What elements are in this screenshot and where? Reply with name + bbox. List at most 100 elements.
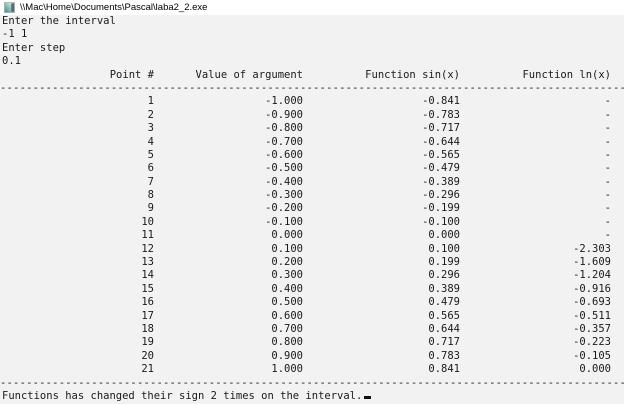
cell-sin-value: -0.479 — [422, 162, 460, 175]
console-output[interactable]: Enter the interval -1 1 Enter step 0.1 P… — [0, 15, 624, 404]
cell-point-number: 14 — [141, 269, 154, 282]
cell-ln-value: - — [604, 122, 611, 135]
cell-point-number: 5 — [147, 148, 154, 161]
cell-sin-value: 0.389 — [428, 282, 460, 295]
cell-argument-value: -0.600 — [265, 148, 303, 161]
cell-sin-value: -0.783 — [422, 108, 460, 121]
table-header-row: Point # Value of argument Function sin(x… — [0, 69, 624, 82]
cell-point-number: 1 — [147, 95, 154, 108]
cell-argument-value: -1.000 — [265, 95, 303, 108]
table-row: 7 -0.400 -0.389 - — [0, 176, 624, 189]
cell-argument-value: -0.500 — [265, 162, 303, 175]
cell-argument-value: -0.900 — [265, 108, 303, 121]
result-message: Functions has changed their sign 2 times… — [2, 389, 363, 402]
cell-sin-value: -0.841 — [422, 95, 460, 108]
cell-point-number: 4 — [147, 135, 154, 148]
table-row: 3 -0.800 -0.717 - — [0, 122, 624, 135]
cell-point-number: 19 — [141, 336, 154, 349]
cell-sin-value: 0.100 — [428, 242, 460, 255]
table-row: 18 0.700 0.644 -0.357 — [0, 323, 624, 336]
cell-argument-value: 0.100 — [271, 242, 303, 255]
cell-argument-value: 0.800 — [271, 336, 303, 349]
cell-sin-value: 0.783 — [428, 349, 460, 362]
cell-argument-value: -0.100 — [265, 215, 303, 228]
console-app-icon[interactable] — [4, 2, 15, 13]
cell-ln-value: - — [604, 175, 611, 188]
col-header-function-sin: Function sin(x) — [365, 68, 460, 81]
table-row: 21 1.000 0.841 0.000 — [0, 363, 624, 376]
cell-sin-value: 0.479 — [428, 296, 460, 309]
cell-sin-value: -0.100 — [422, 215, 460, 228]
cell-ln-value: 0.000 — [579, 363, 611, 376]
cell-ln-value: - — [604, 162, 611, 175]
cell-ln-value: - — [604, 215, 611, 228]
cell-point-number: 8 — [147, 189, 154, 202]
console-line-prompt-step: Enter step — [2, 41, 66, 54]
text-cursor — [364, 395, 372, 399]
cell-argument-value: -0.300 — [265, 189, 303, 202]
cell-ln-value: -1.609 — [573, 256, 611, 269]
cell-ln-value: -0.105 — [573, 349, 611, 362]
cell-argument-value: -0.700 — [265, 135, 303, 148]
table-row: 14 0.300 0.296 -1.204 — [0, 269, 624, 282]
cell-point-number: 3 — [147, 122, 154, 135]
cell-ln-value: - — [604, 148, 611, 161]
cell-point-number: 16 — [141, 296, 154, 309]
cell-ln-value: - — [604, 202, 611, 215]
cell-point-number: 10 — [141, 215, 154, 228]
cell-argument-value: 0.200 — [271, 256, 303, 269]
table-row: 11 0.000 0.000 - — [0, 229, 624, 242]
console-line-step-input: 0.1 — [2, 55, 21, 68]
separator-line-top: ----------------------------------------… — [0, 81, 624, 94]
cell-argument-value: 0.000 — [271, 229, 303, 242]
cell-point-number: 13 — [141, 256, 154, 269]
col-header-argument-value: Value of argument — [195, 68, 303, 81]
table-row: 12 0.100 0.100 -2.303 — [0, 243, 624, 256]
cell-argument-value: 0.700 — [271, 322, 303, 335]
cell-ln-value: -1.204 — [573, 269, 611, 282]
table-row: 6 -0.500 -0.479 - — [0, 162, 624, 175]
cell-ln-value: -0.916 — [573, 282, 611, 295]
cell-argument-value: 1.000 — [271, 363, 303, 376]
separator-line-bottom: ----------------------------------------… — [0, 376, 624, 389]
cell-sin-value: -0.644 — [422, 135, 460, 148]
table-row: 13 0.200 0.199 -1.609 — [0, 256, 624, 269]
cell-point-number: 2 — [147, 108, 154, 121]
table-body: 1 -1.000 -0.841 - 2 -0.900 -0.783 - 3 -0… — [0, 95, 624, 376]
cell-sin-value: -0.199 — [422, 202, 460, 215]
cell-sin-value: 0.644 — [428, 322, 460, 335]
cell-ln-value: -0.511 — [573, 309, 611, 322]
cell-argument-value: 0.300 — [271, 269, 303, 282]
table-row: 9 -0.200 -0.199 - — [0, 202, 624, 215]
cell-ln-value: - — [604, 189, 611, 202]
table-row: 8 -0.300 -0.296 - — [0, 189, 624, 202]
table-row: 19 0.800 0.717 -0.223 — [0, 336, 624, 349]
cell-sin-value: -0.717 — [422, 122, 460, 135]
cell-ln-value: -0.693 — [573, 296, 611, 309]
cell-ln-value: - — [604, 95, 611, 108]
cell-sin-value: 0.841 — [428, 363, 460, 376]
cell-point-number: 11 — [141, 229, 154, 242]
cell-ln-value: -2.303 — [573, 242, 611, 255]
window-title: \\Mac\Home\Documents\Pascal\laba2_2.exe — [20, 2, 208, 13]
cell-argument-value: -0.800 — [265, 122, 303, 135]
table-row: 5 -0.600 -0.565 - — [0, 149, 624, 162]
cell-argument-value: -0.200 — [265, 202, 303, 215]
cell-point-number: 21 — [141, 363, 154, 376]
cell-point-number: 7 — [147, 175, 154, 188]
result-message-line: Functions has changed their sign 2 times… — [0, 390, 624, 403]
title-bar[interactable]: \\Mac\Home\Documents\Pascal\laba2_2.exe — [0, 0, 624, 15]
cell-argument-value: 0.900 — [271, 349, 303, 362]
cell-sin-value: 0.565 — [428, 309, 460, 322]
cell-ln-value: - — [604, 135, 611, 148]
cell-sin-value: 0.000 — [428, 229, 460, 242]
cell-point-number: 15 — [141, 282, 154, 295]
cell-argument-value: 0.400 — [271, 282, 303, 295]
cell-point-number: 18 — [141, 322, 154, 335]
cell-ln-value: - — [604, 108, 611, 121]
cell-argument-value: 0.600 — [271, 309, 303, 322]
cell-sin-value: 0.296 — [428, 269, 460, 282]
table-row: 1 -1.000 -0.841 - — [0, 95, 624, 108]
console-line-prompt-interval: Enter the interval — [2, 15, 116, 27]
